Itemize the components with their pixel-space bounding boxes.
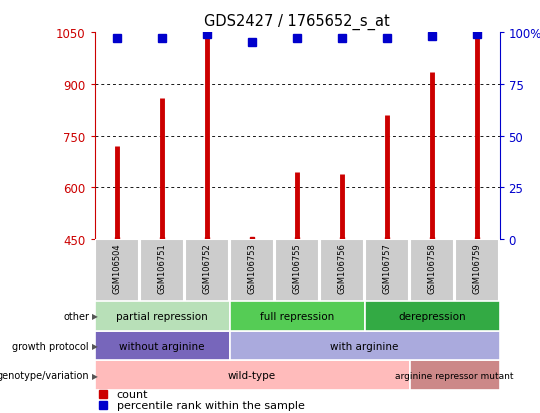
- Bar: [94, 331, 230, 361]
- Title: GDS2427 / 1765652_s_at: GDS2427 / 1765652_s_at: [204, 14, 390, 30]
- Text: GSM106751: GSM106751: [158, 243, 166, 293]
- Text: GSM106757: GSM106757: [382, 243, 392, 294]
- Bar: [320, 240, 363, 304]
- Bar: [275, 240, 319, 304]
- Text: arginine repressor mutant: arginine repressor mutant: [395, 371, 514, 380]
- Text: other: other: [63, 311, 89, 321]
- Text: GSM106755: GSM106755: [293, 243, 301, 293]
- Bar: [230, 301, 364, 331]
- Text: GSM106504: GSM106504: [112, 243, 122, 293]
- Bar: [94, 361, 409, 390]
- Text: GSM106758: GSM106758: [428, 243, 436, 294]
- Text: GSM106753: GSM106753: [247, 243, 256, 294]
- Bar: [366, 240, 409, 304]
- Text: with arginine: with arginine: [330, 341, 399, 351]
- Text: without arginine: without arginine: [119, 341, 205, 351]
- Text: GSM106756: GSM106756: [338, 243, 347, 294]
- Text: ▶: ▶: [92, 341, 98, 350]
- Text: ▶: ▶: [92, 371, 98, 380]
- Text: growth protocol: growth protocol: [12, 341, 89, 351]
- Text: GSM106759: GSM106759: [472, 243, 482, 293]
- Text: wild-type: wild-type: [228, 370, 276, 380]
- Bar: [185, 240, 228, 304]
- Bar: [409, 361, 500, 390]
- Bar: [231, 240, 274, 304]
- Text: percentile rank within the sample: percentile rank within the sample: [117, 400, 305, 411]
- Bar: [96, 240, 139, 304]
- Text: GSM106752: GSM106752: [202, 243, 212, 293]
- Bar: [94, 301, 230, 331]
- Text: genotype/variation: genotype/variation: [0, 370, 89, 380]
- Text: derepression: derepression: [398, 311, 466, 321]
- Text: partial repression: partial repression: [116, 311, 208, 321]
- Text: ▶: ▶: [92, 311, 98, 320]
- Bar: [410, 240, 454, 304]
- Bar: [140, 240, 184, 304]
- Bar: [230, 331, 500, 361]
- Bar: [455, 240, 498, 304]
- Text: count: count: [117, 389, 148, 399]
- Bar: [364, 301, 500, 331]
- Text: full repression: full repression: [260, 311, 334, 321]
